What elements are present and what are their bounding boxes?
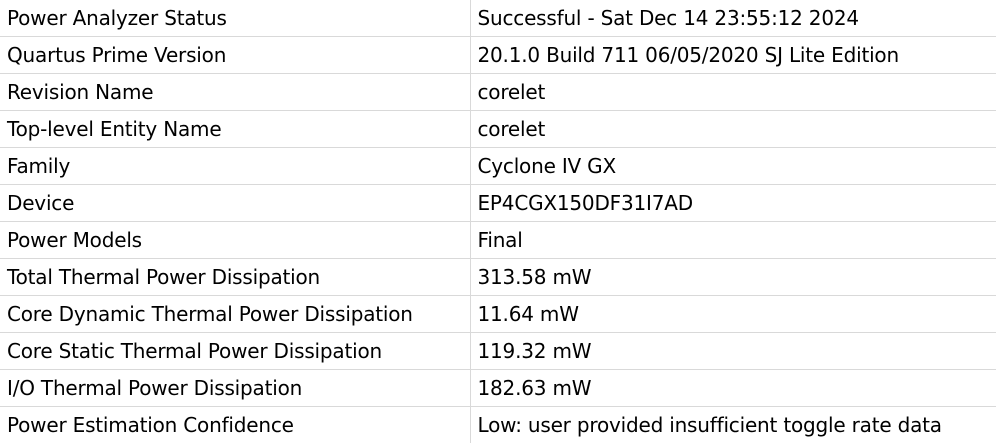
row-label: Quartus Prime Version <box>0 36 471 74</box>
row-value: 11.64 mW <box>470 295 996 333</box>
row-value: corelet <box>470 73 996 111</box>
row-value: 119.32 mW <box>470 332 996 370</box>
table-row-power-estimation-confidence[interactable]: Power Estimation Confidence Low: user pr… <box>0 406 996 443</box>
row-value: 182.63 mW <box>470 369 996 407</box>
table-row-revision-name[interactable]: Revision Name corelet <box>0 73 996 111</box>
row-value: Final <box>470 221 996 259</box>
row-value: Cyclone IV GX <box>470 147 996 185</box>
table-row-power-analyzer-status[interactable]: Power Analyzer Status Successful - Sat D… <box>0 0 996 37</box>
table-row-core-dynamic-thermal-power-dissipation[interactable]: Core Dynamic Thermal Power Dissipation 1… <box>0 295 996 333</box>
table-row-core-static-thermal-power-dissipation[interactable]: Core Static Thermal Power Dissipation 11… <box>0 332 996 370</box>
row-value: Successful - Sat Dec 14 23:55:12 2024 <box>470 0 996 37</box>
row-value: Low: user provided insufficient toggle r… <box>477 413 943 437</box>
row-value: corelet <box>470 110 996 148</box>
row-label: Revision Name <box>0 73 471 111</box>
table-row-device[interactable]: Device EP4CGX150DF31I7AD <box>0 184 996 222</box>
row-value: EP4CGX150DF31I7AD <box>470 184 996 222</box>
row-value: 313.58 mW <box>470 258 996 296</box>
table-row-io-thermal-power-dissipation[interactable]: I/O Thermal Power Dissipation 182.63 mW <box>0 369 996 407</box>
row-label: Core Dynamic Thermal Power Dissipation <box>0 295 471 333</box>
row-label: Power Analyzer Status <box>0 0 471 37</box>
row-label: I/O Thermal Power Dissipation <box>0 369 471 407</box>
row-label: Top-level Entity Name <box>0 110 471 148</box>
table-row-quartus-prime-version[interactable]: Quartus Prime Version 20.1.0 Build 711 0… <box>0 36 996 74</box>
row-label: Total Thermal Power Dissipation <box>0 258 471 296</box>
row-label: Device <box>0 184 471 222</box>
table-row-family[interactable]: Family Cyclone IV GX <box>0 147 996 185</box>
row-label: Family <box>0 147 471 185</box>
row-label: Core Static Thermal Power Dissipation <box>0 332 471 370</box>
table-row-power-models[interactable]: Power Models Final <box>0 221 996 259</box>
row-value: 20.1.0 Build 711 06/05/2020 SJ Lite Edit… <box>470 36 996 74</box>
row-label: Power Estimation Confidence <box>0 406 471 443</box>
row-label: Power Models <box>0 221 471 259</box>
table-row-top-level-entity-name[interactable]: Top-level Entity Name corelet <box>0 110 996 148</box>
table-row-total-thermal-power-dissipation[interactable]: Total Thermal Power Dissipation 313.58 m… <box>0 258 996 296</box>
